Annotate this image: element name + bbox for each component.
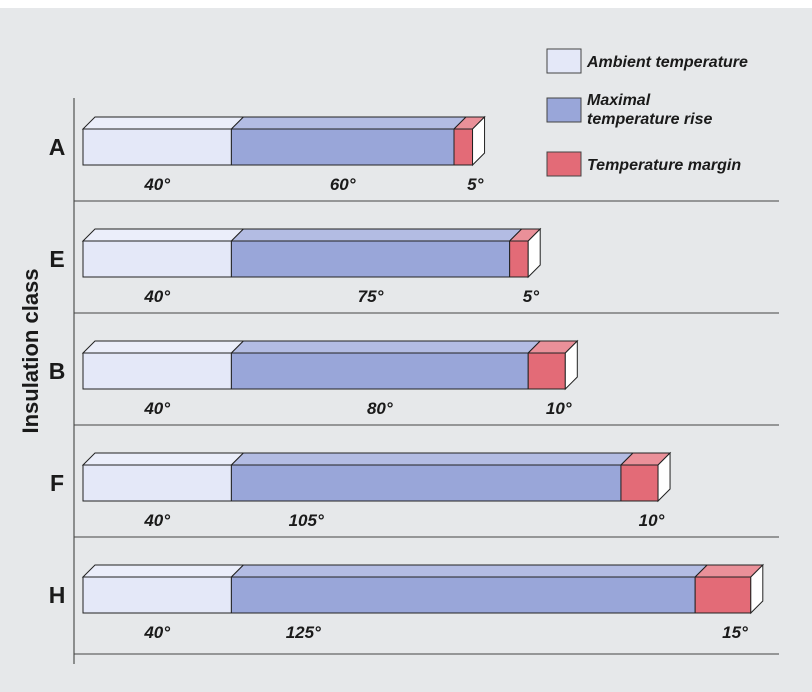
- bar-segment: [230, 576, 696, 614]
- category-label: E: [49, 246, 64, 272]
- bar-row-f: F 40° 105° 10°: [50, 451, 672, 530]
- bar-segment-top: [230, 116, 468, 130]
- value-label: 5°: [467, 175, 483, 194]
- value-label: 40°: [143, 623, 170, 642]
- value-label: 40°: [143, 175, 170, 194]
- legend-label: Ambient temperature: [586, 54, 748, 71]
- y-axis-label: Insulation class: [18, 268, 43, 433]
- value-label: 40°: [143, 287, 170, 306]
- legend-swatch: [546, 151, 582, 177]
- bar-row-b: B 40° 80° 10°: [49, 339, 579, 418]
- bar-row-a: A 40° 60° 5°: [49, 115, 486, 194]
- value-label: 60°: [330, 175, 356, 194]
- legend-label: temperature rise: [587, 111, 712, 128]
- bar-segment: [527, 352, 566, 390]
- value-label: 105°: [289, 511, 324, 530]
- bar-segment-top: [230, 452, 635, 466]
- bar-segment: [82, 128, 232, 166]
- legend-label: Temperature margin: [587, 157, 741, 174]
- bar-segment-top: [81, 340, 245, 354]
- value-label: 10°: [639, 511, 665, 530]
- bar-segment: [453, 128, 474, 166]
- bar-row-h: H 40° 125° 15°: [49, 563, 765, 642]
- bar-segment-top: [81, 564, 245, 578]
- bar-end-face: [750, 563, 764, 615]
- value-label: 125°: [286, 623, 321, 642]
- category-label: A: [49, 134, 66, 160]
- legend-label: Maximal: [587, 92, 651, 109]
- bar-segment: [82, 352, 232, 390]
- bar-segment-top: [81, 116, 245, 130]
- category-label: H: [49, 582, 66, 608]
- bar-segment: [82, 464, 232, 502]
- bar-row-e: E 40° 75° 5°: [49, 227, 542, 306]
- category-label: B: [49, 358, 66, 384]
- bar-segment: [230, 464, 622, 502]
- bar-segment-top: [81, 228, 245, 242]
- legend: Ambient temperature Maximal temperature ri…: [546, 48, 748, 177]
- bar-end-face: [564, 339, 578, 391]
- bar-end-face: [657, 451, 671, 503]
- bar-segment: [230, 128, 455, 166]
- bar-segment: [230, 352, 529, 390]
- value-label: 5°: [523, 287, 539, 306]
- bar-segment-top: [230, 340, 542, 354]
- value-label: 15°: [722, 623, 748, 642]
- value-label: 80°: [367, 399, 393, 418]
- value-label: 40°: [143, 399, 170, 418]
- value-label: 10°: [546, 399, 572, 418]
- legend-swatch: [546, 97, 582, 123]
- bar-segment: [82, 240, 232, 278]
- category-label: F: [50, 470, 64, 496]
- bar-segment: [230, 240, 511, 278]
- bar-end-face: [472, 115, 486, 167]
- bar-segment: [694, 576, 752, 614]
- bar-segment-top: [81, 452, 245, 466]
- bar-segment-top: [230, 564, 709, 578]
- bar-segment: [509, 240, 529, 278]
- value-label: 40°: [143, 511, 170, 530]
- legend-swatch: [546, 48, 582, 74]
- value-label: 75°: [358, 287, 384, 306]
- bar-segment-top: [230, 228, 523, 242]
- bar-segment: [620, 464, 659, 502]
- bar-end-face: [527, 227, 541, 279]
- bar-segment: [82, 576, 232, 614]
